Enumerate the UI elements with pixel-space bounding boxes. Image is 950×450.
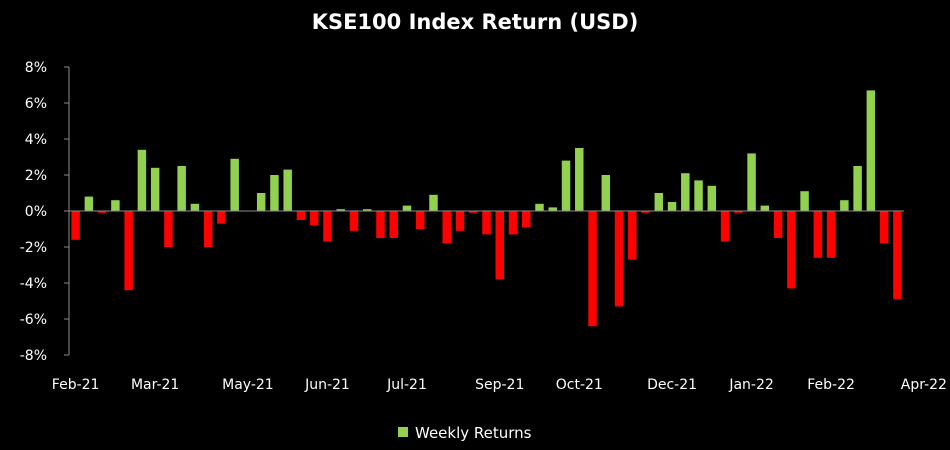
- bar: [747, 153, 756, 211]
- y-tick-label: 2%: [25, 168, 47, 184]
- bar: [720, 211, 730, 242]
- bar: [389, 211, 398, 238]
- bar: [256, 193, 266, 211]
- bar: [561, 160, 571, 211]
- bar: [614, 211, 624, 307]
- bar: [84, 196, 94, 211]
- x-tick-label: Feb-22: [807, 377, 855, 393]
- bar: [177, 166, 186, 211]
- x-tick-label: Mar-21: [131, 377, 179, 393]
- x-tick-label: May-21: [222, 377, 274, 393]
- bar: [283, 169, 292, 211]
- x-tick-label: Oct-21: [556, 377, 603, 393]
- bar: [548, 207, 558, 211]
- bar: [190, 203, 200, 211]
- bar: [522, 211, 531, 228]
- bar: [760, 205, 770, 211]
- bar: [575, 148, 584, 211]
- bar: [694, 180, 703, 211]
- bar: [787, 211, 796, 289]
- bar: [455, 211, 465, 231]
- bar: [137, 149, 147, 211]
- y-tick-label: 4%: [25, 132, 47, 148]
- bar: [840, 200, 849, 211]
- bar: [336, 209, 345, 211]
- bar: [376, 211, 385, 238]
- bar: [641, 211, 650, 213]
- bar: [150, 167, 160, 211]
- legend: Weekly Returns: [398, 424, 532, 442]
- bar: [71, 211, 80, 240]
- bar: [349, 211, 359, 231]
- bar: [296, 211, 306, 220]
- bar: [879, 211, 889, 244]
- bar: [773, 211, 783, 238]
- legend-label: Weekly Returns: [415, 424, 532, 442]
- bar: [588, 211, 597, 327]
- bar: [866, 90, 876, 211]
- bar: [893, 211, 902, 300]
- legend-swatch: [398, 427, 408, 437]
- chart-title: KSE100 Index Return (USD): [312, 10, 639, 34]
- bar: [415, 211, 425, 229]
- bars: [71, 90, 902, 327]
- y-tick-label: 8%: [25, 60, 47, 76]
- x-axis-ticks: Feb-21 Mar-21 May-21 Jun-21 Jul-21 Sep-21 Oct-…: [52, 377, 947, 393]
- x-tick-label: Jun-21: [304, 377, 350, 393]
- bar: [97, 211, 107, 213]
- y-tick-label: -6%: [20, 312, 47, 328]
- bar: [124, 211, 133, 291]
- x-tick-label: Apr-22: [901, 377, 947, 393]
- bar: [442, 211, 451, 244]
- bar: [111, 200, 120, 211]
- bar: [826, 211, 836, 258]
- bar: [362, 209, 372, 211]
- bar: [230, 158, 239, 211]
- bar: [535, 203, 544, 211]
- x-tick-label: Jan-22: [728, 377, 773, 393]
- bar: [482, 211, 491, 235]
- y-axis-ticks: 8% 6% 4% 2% 0% -2% -4% -6% -8%: [20, 60, 69, 364]
- bar: [601, 175, 611, 211]
- bar: [402, 205, 412, 211]
- bar: [707, 185, 717, 211]
- bar: [734, 211, 743, 213]
- bar: [217, 211, 226, 224]
- y-tick-label: -4%: [20, 276, 47, 292]
- bar: [508, 211, 518, 235]
- bar: [813, 211, 823, 258]
- bar: [853, 166, 862, 211]
- bar: [495, 211, 504, 280]
- bar: [309, 211, 319, 226]
- x-tick-label: Dec-21: [647, 377, 697, 393]
- bar: [681, 173, 690, 211]
- x-tick-label: Sep-21: [475, 377, 524, 393]
- bar: [667, 202, 677, 211]
- bar: [628, 211, 637, 260]
- x-tick-label: Jul-21: [386, 377, 427, 393]
- bar: [270, 175, 279, 211]
- bar: [469, 211, 478, 213]
- y-tick-label: -8%: [20, 348, 47, 364]
- bar: [323, 211, 332, 242]
- bar: [203, 211, 213, 247]
- bar: [164, 211, 173, 247]
- x-tick-label: Feb-21: [52, 377, 100, 393]
- y-tick-label: 0%: [25, 204, 47, 220]
- bar: [429, 194, 438, 211]
- y-tick-label: 6%: [25, 96, 47, 112]
- y-tick-label: -2%: [20, 240, 47, 256]
- bar: [800, 191, 809, 211]
- bar: [654, 193, 664, 211]
